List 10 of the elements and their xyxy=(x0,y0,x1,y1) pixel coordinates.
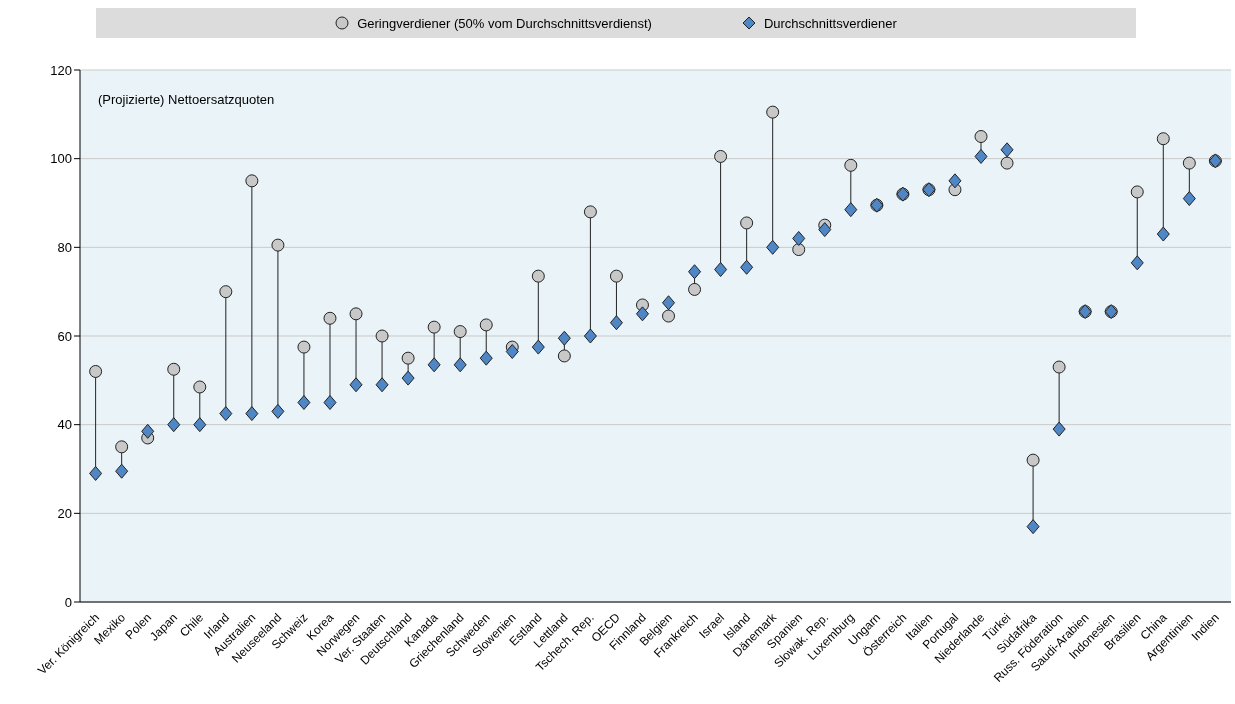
y-tick-label: 40 xyxy=(57,417,72,433)
y-tick-label: 80 xyxy=(57,239,72,255)
annotation: (Projizierte) Nettoersatzquoten xyxy=(98,92,275,107)
y-tick-label: 100 xyxy=(50,151,72,167)
legend-label: Geringverdiener (50% vom Durchschnittsverdienst) xyxy=(357,15,652,31)
y-tick-label: 20 xyxy=(57,505,72,521)
y-tick-label: 120 xyxy=(50,62,72,78)
y-tick-label: 0 xyxy=(64,594,72,610)
y-tick-label: 60 xyxy=(57,328,72,344)
legend-label: Durchschnittsverdiener xyxy=(763,15,897,31)
